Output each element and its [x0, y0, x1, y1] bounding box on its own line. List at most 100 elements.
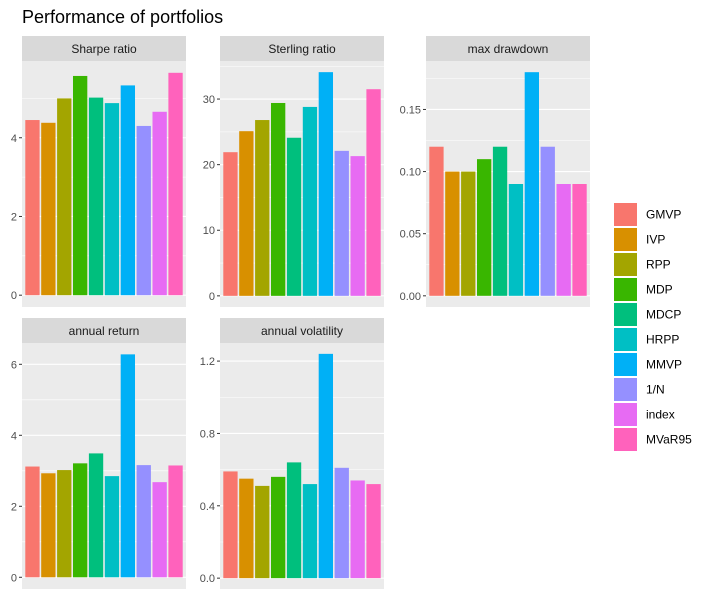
bar-max-drawdown-hrpp: [508, 184, 524, 296]
bar-annual-volatility-mdp: [270, 476, 286, 579]
bar-max-drawdown-rpp: [461, 171, 476, 296]
y-tick-label: 10: [203, 225, 215, 237]
legend-item-index: index: [614, 403, 675, 426]
legend-item-mvar95: MVaR95: [614, 428, 692, 451]
bar-sharpe-ratio-mdcp: [88, 97, 104, 296]
legend-item-rpp: RPP: [614, 253, 671, 276]
panel-annual-volatility: annual volatility 0.0 0.4 0.8 1.2: [200, 318, 384, 589]
bar-annual-return-index: [152, 482, 167, 578]
panel-sterling-ratio: Sterling ratio 0 10 20 30: [203, 36, 384, 307]
bar-annual-volatility-ivp: [239, 478, 254, 579]
legend: GMVP IVP RPP MDP MDCP HRPP MMVP 1/N index MVaR95: [614, 203, 692, 451]
y-tick-label: 0: [11, 290, 17, 302]
strip-label-sterling-ratio: Sterling ratio: [268, 42, 336, 56]
legend-key-mdp: [614, 278, 637, 301]
strip-max-drawdown: [426, 36, 590, 61]
bar-annual-return-gmvp: [25, 466, 40, 578]
bar-annual-return-rpp: [57, 470, 72, 578]
panel-max-drawdown: max drawdown 0.00 0.05 0.10 0.15: [400, 36, 590, 307]
legend-label-mvar95: MVaR95: [646, 433, 692, 447]
legend-key-mmvp: [614, 353, 637, 376]
bar-max-drawdown-mmvp: [524, 72, 540, 296]
y-tick-label: 4: [11, 133, 17, 145]
y-tick-label: 0.05: [400, 229, 421, 241]
bar-sterling-ratio-mdcp: [286, 137, 302, 296]
bar-sterling-ratio-1-n: [334, 150, 349, 296]
strip-sharpe-ratio: [22, 36, 186, 61]
bar-annual-return-mdcp: [88, 453, 104, 578]
bar-annual-volatility-gmvp: [223, 471, 238, 579]
y-tick-label: 0: [209, 291, 215, 303]
legend-item-hrpp: HRPP: [614, 328, 679, 351]
strip-sterling-ratio: [220, 36, 384, 61]
bar-annual-volatility-index: [350, 480, 365, 579]
legend-key-hrpp: [614, 328, 637, 351]
bar-annual-return-hrpp: [104, 476, 120, 578]
bar-max-drawdown-mvar95: [572, 184, 587, 296]
bar-sterling-ratio-ivp: [239, 131, 254, 296]
bar-max-drawdown-1-n: [540, 146, 555, 296]
y-tick-label: 4: [11, 430, 17, 442]
bar-sterling-ratio-mmvp: [318, 72, 334, 296]
legend-label-rpp: RPP: [646, 258, 671, 272]
y-tick-label: 2: [11, 211, 17, 223]
y-tick-label: 20: [203, 160, 215, 172]
bar-annual-volatility-1-n: [334, 467, 349, 579]
strip-annual-volatility: [220, 318, 384, 343]
bar-annual-return-ivp: [41, 473, 56, 578]
y-tick-label: 1.2: [200, 356, 215, 368]
bar-annual-volatility-mvar95: [366, 484, 381, 579]
y-tick-label: 2: [11, 501, 17, 513]
bar-annual-return-1-n: [136, 465, 151, 578]
bar-annual-return-mdp: [72, 463, 88, 578]
legend-label-index: index: [646, 408, 675, 422]
legend-label-ivp: IVP: [646, 233, 665, 247]
bar-sterling-ratio-mdp: [270, 102, 286, 296]
bar-max-drawdown-ivp: [445, 171, 460, 296]
bar-sterling-ratio-hrpp: [302, 106, 318, 296]
bar-sterling-ratio-index: [350, 156, 365, 296]
legend-key-mvar95: [614, 428, 637, 451]
strip-label-sharpe-ratio: Sharpe ratio: [71, 42, 137, 56]
legend-key-1-n: [614, 378, 637, 401]
legend-label-gmvp: GMVP: [646, 208, 681, 222]
legend-item-1-n: 1/N: [614, 378, 665, 401]
bar-sharpe-ratio-mdp: [72, 75, 88, 296]
bar-annual-return-mvar95: [168, 465, 183, 578]
bar-sharpe-ratio-ivp: [41, 122, 56, 296]
y-tick-label: 0.10: [400, 167, 421, 179]
legend-label-mdcp: MDCP: [646, 308, 681, 322]
bar-annual-volatility-mmvp: [318, 353, 334, 579]
bar-annual-return-mmvp: [120, 354, 136, 578]
panel-annual-return: annual return 0 2 4 6: [11, 318, 186, 589]
legend-key-mdcp: [614, 303, 637, 326]
y-tick-label: 0.0: [200, 573, 215, 585]
bar-annual-volatility-hrpp: [302, 484, 318, 579]
legend-item-ivp: IVP: [614, 228, 665, 251]
strip-annual-return: [22, 318, 186, 343]
legend-label-hrpp: HRPP: [646, 333, 679, 347]
bar-sharpe-ratio-1-n: [136, 125, 151, 296]
legend-key-gmvp: [614, 203, 637, 226]
bar-sterling-ratio-rpp: [255, 120, 270, 296]
y-tick-label: 0: [11, 572, 17, 584]
bar-sharpe-ratio-mmvp: [120, 85, 136, 296]
chart-title: Performance of portfolios: [22, 7, 223, 27]
legend-label-mmvp: MMVP: [646, 358, 682, 372]
bar-max-drawdown-gmvp: [429, 146, 444, 296]
strip-label-annual-return: annual return: [69, 324, 140, 338]
bar-max-drawdown-mdp: [476, 159, 492, 296]
legend-item-mmvp: MMVP: [614, 353, 682, 376]
legend-item-mdcp: MDCP: [614, 303, 681, 326]
bar-annual-volatility-rpp: [255, 485, 270, 579]
strip-label-annual-volatility: annual volatility: [261, 324, 343, 338]
y-tick-label: 30: [203, 94, 215, 106]
legend-label-1-n: 1/N: [646, 383, 665, 397]
legend-label-mdp: MDP: [646, 283, 673, 297]
legend-key-ivp: [614, 228, 637, 251]
bar-annual-volatility-mdcp: [286, 462, 302, 579]
bar-sterling-ratio-mvar95: [366, 89, 381, 296]
bar-sharpe-ratio-gmvp: [25, 120, 40, 296]
